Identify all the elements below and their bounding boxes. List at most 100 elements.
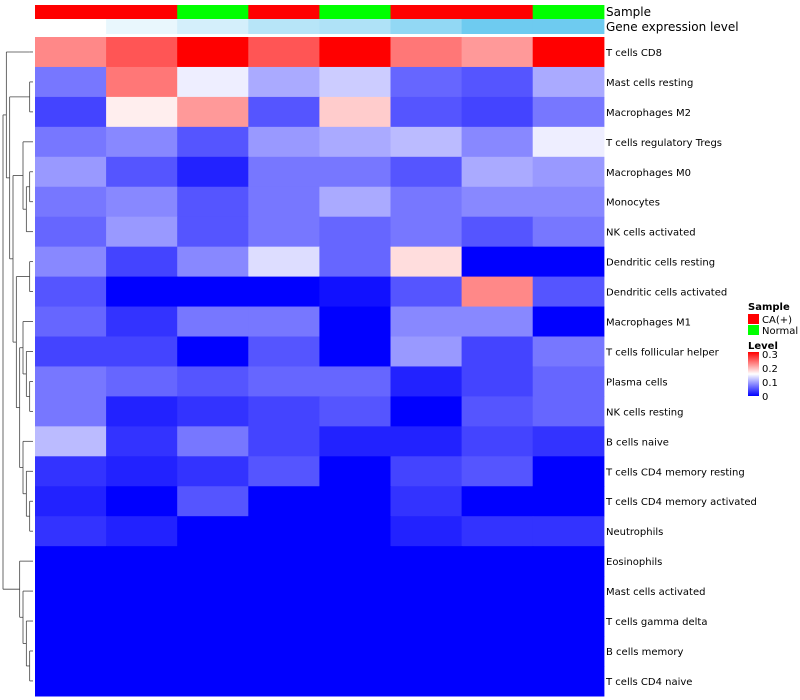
row-label: T cells follicular helper [605,347,720,358]
heatmap-cell [461,396,534,427]
heatmap-cell [248,276,320,308]
sample-annotation-cell [319,5,392,19]
heatmap-cell [248,546,320,577]
heatmap-cell [319,516,392,547]
row-label: T cells CD4 memory resting [605,467,745,478]
heatmap-cell [106,396,178,427]
heatmap-cell [461,216,534,248]
row-label: B cells naive [606,437,669,448]
heatmap-cell [248,606,320,637]
heatmap-cell [106,336,178,368]
heatmap-cell [177,396,249,427]
heatmap-cell [248,516,320,547]
sample-annotation-cell [248,5,320,19]
heatmap-cell [390,156,463,188]
heatmap-cells [35,37,605,697]
heatmap-cell [248,396,320,427]
heatmap-cell [177,246,249,278]
heatmap-cell [248,456,320,487]
heatmap-cell [532,336,605,368]
legend-level-tick: 0.3 [762,350,778,361]
heatmap-cell [248,96,320,128]
heatmap-cell [177,66,249,98]
gene-expression-annotation-cell [248,19,320,34]
heatmap-cell [35,216,107,248]
heatmap-cell [35,486,107,517]
heatmap-cell [106,186,178,218]
heatmap-cell [532,276,605,308]
heatmap-cell [177,665,249,697]
heatmap-cell [177,486,249,517]
heatmap-cell [319,426,392,457]
heatmap-cell [177,516,249,547]
heatmap-cell [35,606,107,637]
sample-annotation-cell [106,5,178,19]
heatmap-cell [390,546,463,577]
heatmap-cell [532,456,605,487]
gene-expression-annotation-cell [461,19,534,34]
heatmap-cell [461,636,534,667]
row-label: Dendritic cells resting [606,258,715,269]
legend-label-ca: CA(+) [762,315,792,326]
heatmap-cell [532,126,605,158]
heatmap-cell [461,156,534,188]
heatmap-cell [177,96,249,128]
heatmap-cell [532,306,605,338]
heatmap-cell [35,306,107,338]
heatmap-cell [390,665,463,697]
row-label: T cells CD4 naive [605,677,692,688]
heatmap-cell [319,456,392,487]
heatmap-cell [390,66,463,98]
legend-swatch-normal [748,325,759,335]
heatmap-cell [461,306,534,338]
heatmap-cell [106,636,178,667]
heatmap-cell [106,216,178,248]
heatmap-cell [461,37,534,68]
heatmap-cell [177,156,249,188]
heatmap-cell [35,516,107,547]
gene-expression-annotation-cell [390,19,463,34]
heatmap-cell [461,96,534,128]
heatmap-cell [461,246,534,278]
heatmap-cell [106,366,178,397]
heatmap-cell [532,66,605,98]
heatmap-cell [35,426,107,457]
heatmap-cell [319,96,392,128]
row-label: Macrophages M2 [606,108,691,119]
heatmap-cell [532,186,605,218]
heatmap-cell [248,186,320,218]
heatmap-cell [177,336,249,368]
row-label: Monocytes [606,198,660,209]
gene-expression-annotation-label: Gene expression level [606,20,739,34]
heatmap-cell [319,665,392,697]
heatmap-cell [319,486,392,517]
legend-label-normal: Normal [762,326,798,337]
heatmap-cell [177,456,249,487]
heatmap-cell [390,456,463,487]
legend-level-tick: 0.2 [762,364,778,375]
heatmap-cell [248,66,320,98]
heatmap-cell [248,306,320,338]
heatmap-cell [106,486,178,517]
heatmap-cell [390,636,463,667]
heatmap-cell [35,126,107,158]
heatmap-cell [35,546,107,577]
heatmap-cell [532,216,605,248]
heatmap-cell [106,276,178,308]
heatmap-cell [390,37,463,68]
row-label: Eosinophils [606,557,662,568]
heatmap-cell [106,516,178,547]
heatmap-cell [461,276,534,308]
heatmap-cell [532,606,605,637]
heatmap-cell [461,665,534,697]
heatmap-cell [532,665,605,697]
heatmap-cell [177,366,249,397]
heatmap-cell [532,636,605,667]
heatmap-cell [248,37,320,68]
heatmap-cell [177,276,249,308]
legend-level-title: Level [748,341,778,352]
sample-annotation-bar [35,5,605,19]
heatmap-cell [390,96,463,128]
sample-annotation-cell [35,5,107,19]
heatmap-cell [177,216,249,248]
